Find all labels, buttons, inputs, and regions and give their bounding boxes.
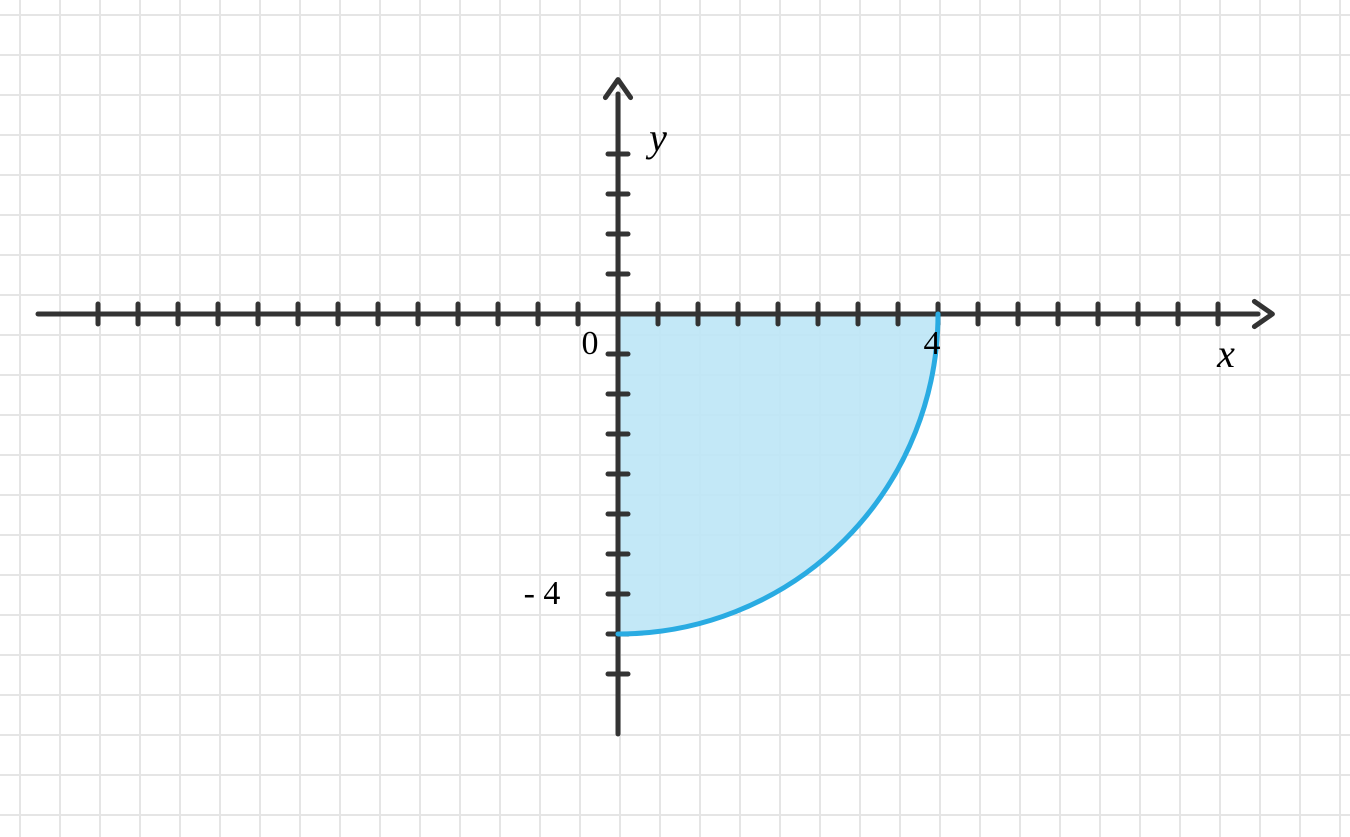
origin: 0 bbox=[582, 325, 599, 362]
x_tick_4: 4 bbox=[924, 325, 941, 362]
coordinate-plot: 0 x y 4 - 4 bbox=[0, 0, 1350, 837]
y_axis: y bbox=[645, 115, 667, 160]
y_tick_neg4: - 4 bbox=[524, 575, 561, 612]
x_axis: x bbox=[1216, 331, 1235, 376]
